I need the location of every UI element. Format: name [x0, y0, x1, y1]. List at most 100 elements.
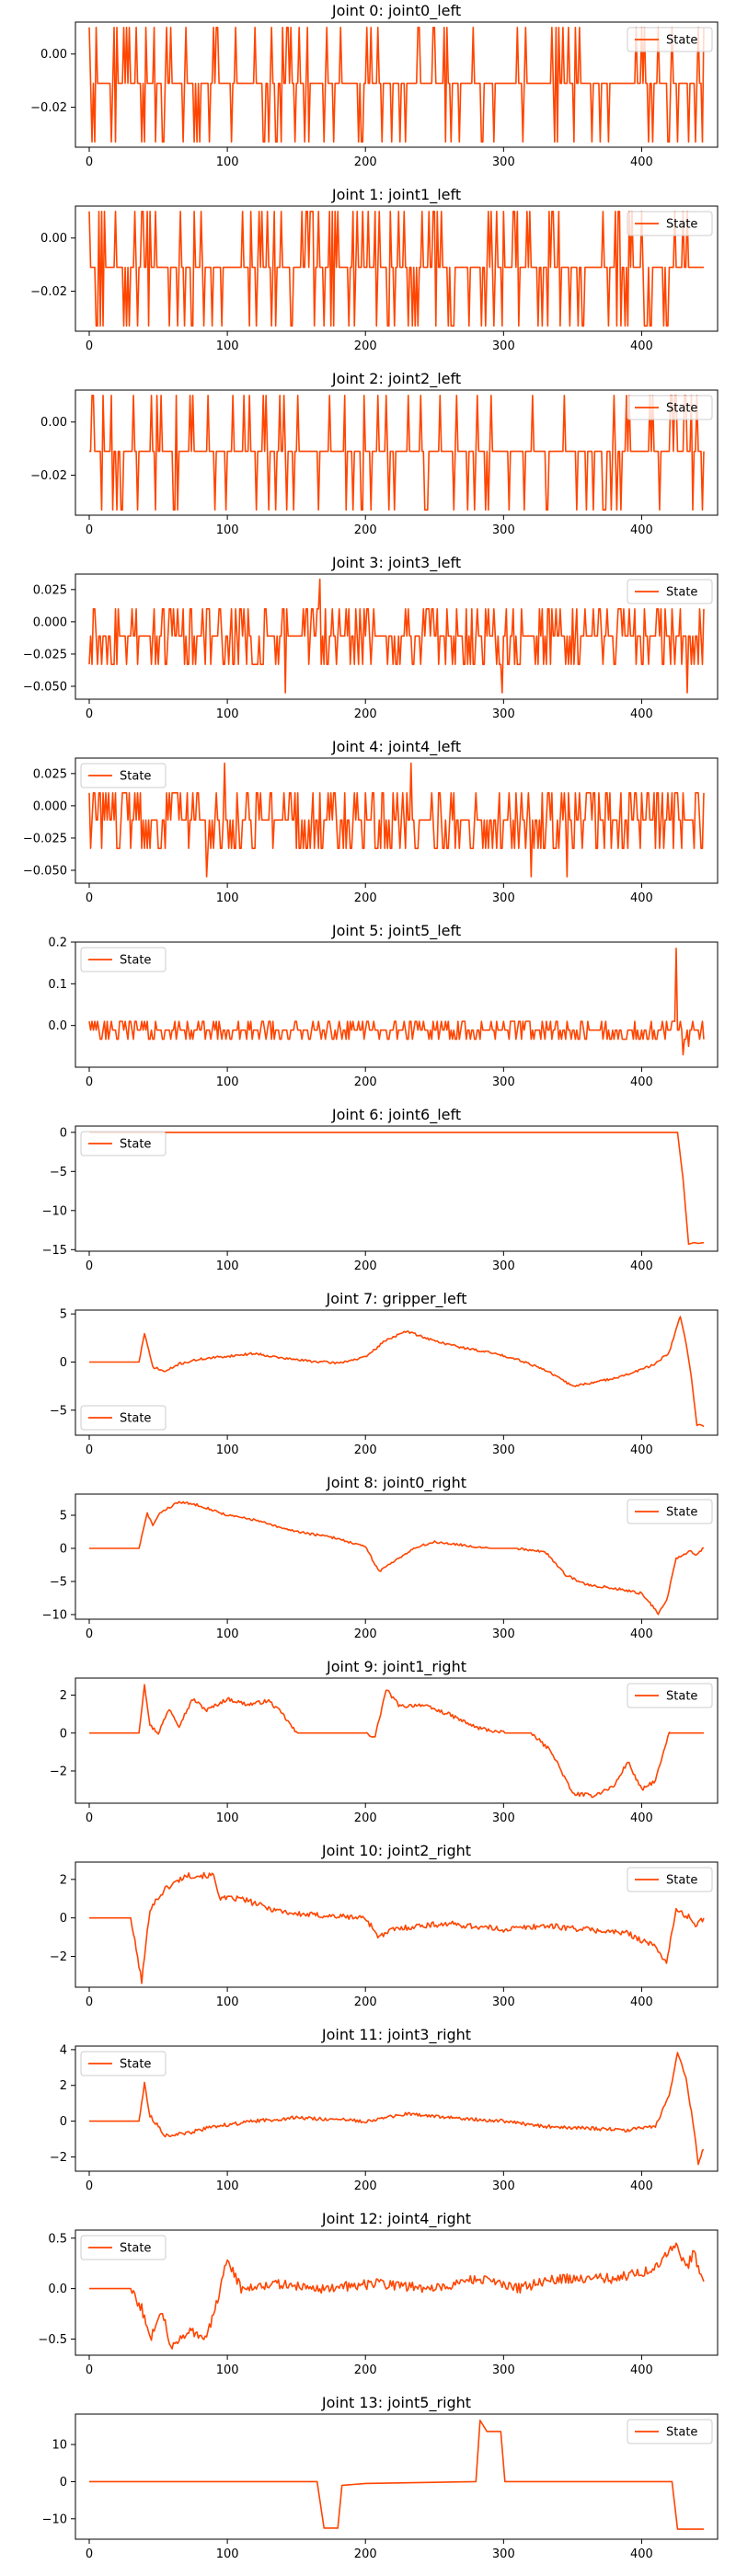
y-tick-label-9-1: 0	[60, 1727, 67, 1741]
x-tick-label-3-2: 200	[354, 707, 377, 721]
x-tick-label-10-0: 0	[86, 1995, 93, 2009]
x-tick-label-5-1: 100	[216, 1075, 239, 1089]
y-tick-label-5-0: 0.0	[48, 1019, 67, 1033]
legend-box-5	[80, 947, 167, 972]
legend-7: State	[80, 1405, 167, 1431]
y-tick-label-9-2: 2	[60, 1689, 67, 1703]
x-tick-label-7-1: 100	[216, 1443, 239, 1457]
axes-frame-1	[75, 205, 719, 332]
chart-title-2: Joint 2: joint2_left	[331, 370, 461, 388]
x-tick-label-6-1: 100	[216, 1259, 239, 1273]
legend-box-10	[627, 1867, 713, 1892]
y-tick-label-11-3: 4	[60, 2043, 67, 2057]
legend-5: State	[80, 947, 167, 972]
y-tick-label-8-2: 0	[60, 1543, 67, 1557]
series-line-2-0	[89, 394, 705, 512]
chart-title-8: Joint 8: joint0_right	[326, 1474, 466, 1492]
y-tick-label-2-0: −0.02	[30, 469, 67, 483]
y-tick-label-6-3: 0	[60, 1126, 67, 1140]
legend-12: State	[80, 2235, 167, 2260]
legend-label-1: State	[666, 218, 697, 232]
y-tick-label-6-1: −10	[42, 1204, 67, 1218]
series-line-10-0	[89, 1871, 705, 1984]
y-tick-label-3-3: 0.025	[33, 583, 67, 597]
chart-panel-12: Joint 12: joint4_right 0 100 200 300 400 −0.5 0…	[38, 2210, 719, 2377]
chart-panel-3: Joint 3: joint3_left 0 100 200 300 400 −0.050 −…	[23, 554, 719, 721]
x-tick-label-6-3: 300	[492, 1259, 515, 1273]
legend-label-3: State	[666, 586, 697, 600]
legend-label-8: State	[666, 1506, 697, 1520]
series-line-5-0	[88, 948, 705, 1056]
axes-frame-6	[75, 1125, 719, 1252]
x-tick-label-9-2: 200	[354, 1811, 377, 1825]
chart-panel-8: Joint 8: joint0_right 0 100 200 300 400 −10 −5 0…	[42, 1474, 719, 1641]
y-tick-label-4-0: −0.050	[23, 864, 67, 878]
series-line-9-0	[89, 1684, 704, 1799]
axes-frame-5	[75, 941, 719, 1068]
legend-3: State	[627, 579, 713, 604]
axes-frame-13	[75, 2413, 719, 2540]
x-tick-label-1-3: 300	[492, 339, 515, 353]
series-line-6-0	[89, 1132, 705, 1246]
legend-label-6: State	[120, 1138, 151, 1152]
y-tick-label-5-2: 0.2	[48, 937, 67, 950]
chart-panel-7: Joint 7: gripper_left 0 100 200 300 400 −5 0 5 St…	[50, 1290, 719, 1457]
legend-6: State	[80, 1131, 167, 1156]
y-tick-label-6-0: −15	[42, 1244, 67, 1258]
y-tick-label-7-1: 0	[60, 1356, 67, 1370]
x-tick-label-13-4: 400	[630, 2547, 653, 2561]
chart-title-10: Joint 10: joint2_right	[321, 1842, 471, 1860]
series-line-3-0	[88, 578, 705, 694]
legend-label-2: State	[666, 402, 697, 416]
legend-box-11	[80, 2051, 167, 2076]
chart-title-0: Joint 0: joint0_left	[331, 2, 461, 20]
x-tick-label-1-1: 100	[216, 339, 239, 353]
series-line-0-0	[88, 26, 705, 144]
legend-box-3	[627, 579, 713, 604]
y-tick-label-8-3: 5	[60, 1510, 67, 1524]
y-tick-label-7-0: −5	[50, 1404, 67, 1418]
chart-title-4: Joint 4: joint4_left	[331, 738, 461, 756]
x-tick-label-10-1: 100	[216, 1995, 239, 2009]
x-tick-label-5-0: 0	[86, 1075, 93, 1089]
legend-8: State	[627, 1499, 713, 1524]
chart-panel-5: Joint 5: joint5_left 0 100 200 300 400 0.0 0.1 0…	[48, 922, 719, 1089]
chart-title-13: Joint 13: joint5_right	[321, 2394, 471, 2412]
legend-label-13: State	[666, 2426, 697, 2440]
x-tick-label-2-4: 400	[630, 523, 653, 537]
legend-label-7: State	[120, 1412, 151, 1426]
x-tick-label-11-0: 0	[86, 2179, 93, 2193]
x-tick-label-13-3: 300	[492, 2547, 515, 2561]
y-tick-label-11-0: −2	[50, 2151, 67, 2165]
y-tick-label-10-1: 0	[60, 1912, 67, 1926]
chart-title-6: Joint 6: joint6_left	[331, 1106, 461, 1124]
chart-title-5: Joint 5: joint5_left	[331, 922, 461, 940]
x-tick-label-12-0: 0	[86, 2363, 93, 2377]
y-tick-label-0-1: 0.00	[40, 48, 67, 62]
y-tick-label-12-2: 0.5	[48, 2232, 67, 2246]
axes-frame-10	[75, 1861, 719, 1988]
series-line-12-0	[89, 2242, 705, 2350]
y-tick-label-6-2: −5	[50, 1166, 67, 1179]
x-tick-label-7-4: 400	[630, 1443, 653, 1457]
axes-frame-0	[75, 21, 719, 148]
legend-2: State	[627, 395, 713, 420]
y-tick-label-5-1: 0.1	[48, 978, 67, 992]
x-tick-label-12-2: 200	[354, 2363, 377, 2377]
x-tick-label-13-0: 0	[86, 2547, 93, 2561]
legend-box-4	[80, 763, 167, 788]
x-tick-label-3-1: 100	[216, 707, 239, 721]
x-tick-label-2-3: 300	[492, 523, 515, 537]
x-tick-label-0-2: 200	[354, 155, 377, 169]
x-tick-label-8-2: 200	[354, 1627, 377, 1641]
y-tick-label-11-2: 2	[60, 2079, 67, 2093]
y-tick-label-10-2: 2	[60, 1873, 67, 1887]
y-tick-label-11-1: 0	[60, 2115, 67, 2129]
legend-0: State	[627, 27, 713, 52]
y-tick-label-0-0: −0.02	[30, 101, 67, 115]
y-tick-label-10-0: −2	[50, 1950, 67, 1964]
chart-panel-2: Joint 2: joint2_left 0 100 200 300 400 −0.02 0.…	[30, 370, 719, 537]
legend-11: State	[80, 2051, 167, 2076]
chart-panel-4: Joint 4: joint4_left 0 100 200 300 400 −0.050 −…	[23, 738, 719, 905]
x-tick-label-8-0: 0	[86, 1627, 93, 1641]
